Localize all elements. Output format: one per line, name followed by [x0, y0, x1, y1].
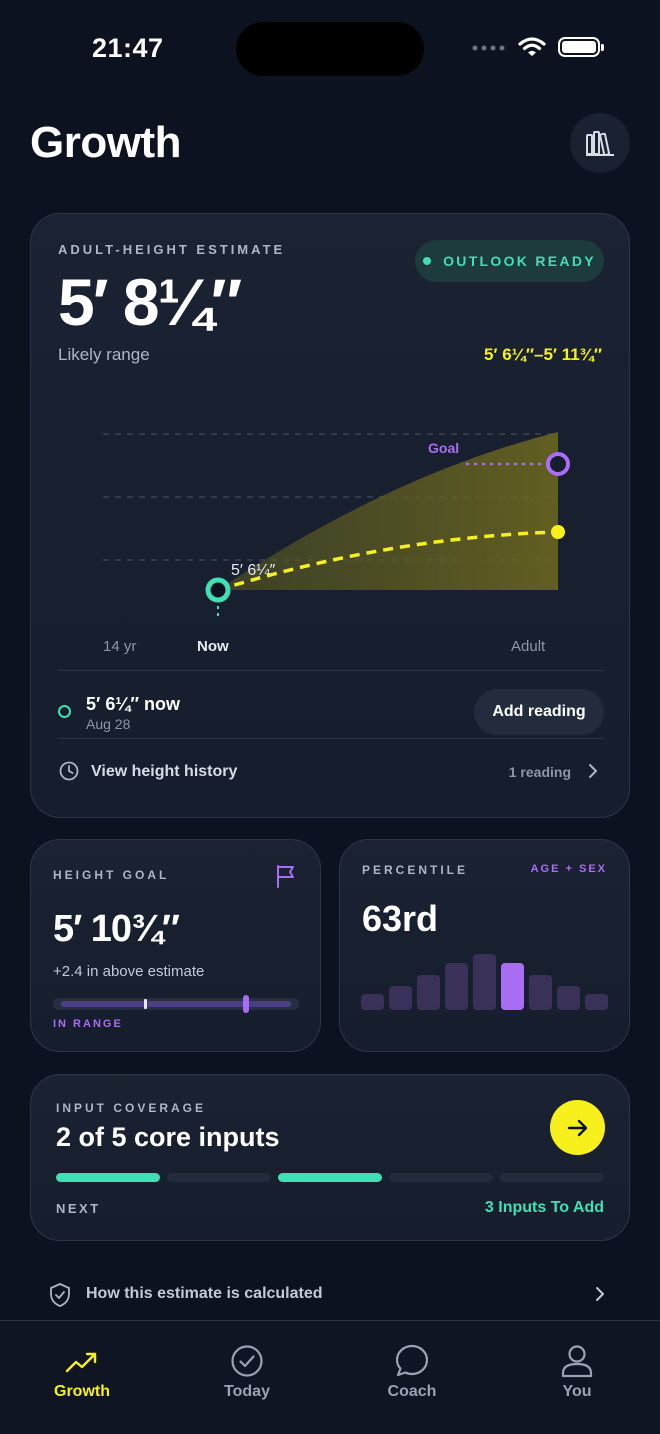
coverage-title: 2 of 5 core inputs: [56, 1122, 280, 1152]
goal-range-track: [53, 995, 299, 1013]
person-icon: [561, 1345, 593, 1378]
outlook-status-text: OUTLOOK READY: [443, 253, 596, 269]
how-calculated-link[interactable]: How this estimate is calculated: [48, 1280, 614, 1310]
percentile-bar: [501, 963, 524, 1010]
percentile-value: 63rd: [362, 898, 439, 939]
chart-gridlines: [103, 433, 558, 561]
coverage-segment: [389, 1173, 493, 1182]
now-point: [205, 577, 231, 603]
tab-growth[interactable]: Growth: [27, 1321, 137, 1434]
age-sex-tag: AGE + SEX: [530, 863, 607, 875]
page-title: Growth: [30, 118, 181, 167]
arrow-right-icon: [567, 1119, 587, 1136]
signal-icon: [472, 45, 505, 51]
likely-range-band: [218, 432, 558, 590]
percentile-card[interactable]: PERCENTILE AGE + SEX 63rd: [339, 839, 630, 1052]
estimate-eyebrow: ADULT-HEIGHT ESTIMATE: [58, 242, 286, 257]
wifi-icon: [518, 37, 546, 56]
library-icon: [586, 131, 614, 156]
tab-you[interactable]: You: [522, 1321, 632, 1434]
coverage-segment: [500, 1173, 604, 1182]
trend-up-icon: [65, 1352, 97, 1373]
how-calculated-label: How this estimate is calculated: [86, 1285, 323, 1302]
percentile-bar: [585, 994, 608, 1010]
current-reading-date: Aug 28: [86, 716, 131, 732]
x-tick-label-now: Now: [197, 638, 229, 655]
coverage-segment: [56, 1173, 160, 1182]
height-projection-chart: 5′ 6¼″ Goal: [103, 432, 570, 618]
next-label: NEXT: [56, 1201, 101, 1216]
percentile-bar: [473, 954, 496, 1010]
goal-range-band: [61, 1001, 291, 1007]
tab-label: Coach: [387, 1383, 437, 1400]
percentile-bar: [389, 986, 412, 1010]
estimate-marker: [144, 999, 147, 1009]
goal-marker: [243, 995, 249, 1013]
tab-label: You: [562, 1383, 592, 1400]
now-reading-icon: [58, 705, 71, 718]
chevron-right-icon: [596, 1287, 604, 1301]
divider: [58, 738, 604, 739]
goal-label: Goal: [428, 440, 459, 456]
input-coverage-card[interactable]: INPUT COVERAGE 2 of 5 core inputs NEXT 3…: [30, 1074, 630, 1241]
goal-range-status: IN RANGE: [53, 1018, 123, 1030]
x-tick-label: 14 yr: [103, 638, 137, 655]
clock-icon: [59, 761, 79, 781]
goal-delta: +2.4 in above estimate: [53, 963, 205, 980]
status-dot: [423, 257, 432, 265]
likely-range-label: Likely range: [58, 345, 150, 364]
now-point-label: 5′ 6¼″: [231, 562, 276, 579]
inputs-to-add-link[interactable]: 3 Inputs To Add: [484, 1199, 604, 1216]
status-time: 21:47: [92, 33, 164, 63]
goal-point: [546, 452, 570, 476]
height-goal-card[interactable]: HEIGHT GOAL 5′ 10¾″ +2.4 in above estima…: [30, 839, 321, 1052]
view-history-label: View height history: [91, 763, 238, 780]
coverage-eyebrow: INPUT COVERAGE: [56, 1101, 207, 1115]
check-circle-icon: [231, 1345, 263, 1377]
estimate-value: 5′ 8¼″: [58, 265, 242, 339]
likely-range-value: 5′ 6¼″–5′ 11¾″: [483, 345, 602, 364]
percentile-bar: [557, 986, 580, 1010]
goal-value: 5′ 10¾″: [53, 908, 180, 950]
status-icons: [472, 36, 604, 58]
percentile-bar: [417, 975, 440, 1010]
percentile-bar: [361, 994, 384, 1010]
coverage-next-button[interactable]: [550, 1100, 605, 1155]
chat-bubble-icon: [395, 1344, 429, 1377]
tab-label: Growth: [54, 1383, 110, 1400]
add-reading-button[interactable]: Add reading: [474, 689, 604, 735]
percentile-eyebrow: PERCENTILE: [362, 863, 469, 877]
divider: [58, 670, 604, 671]
shield-check-icon: [50, 1283, 70, 1307]
tab-today[interactable]: Today: [192, 1321, 302, 1434]
dynamic-island: [236, 22, 424, 76]
chevron-right-icon: [589, 764, 597, 778]
tab-coach[interactable]: Coach: [357, 1321, 467, 1434]
coverage-segment: [278, 1173, 382, 1182]
outlook-status-badge: OUTLOOK READY: [415, 240, 604, 282]
library-button[interactable]: [570, 113, 630, 173]
tab-bar: Growth Today Coach You: [0, 1320, 660, 1434]
current-reading-value: 5′ 6¼″ now: [86, 694, 180, 714]
tab-label: Today: [224, 1383, 270, 1400]
reading-count: 1 reading: [508, 764, 571, 780]
percentile-distribution: [361, 954, 610, 1010]
flag-icon: [277, 865, 294, 888]
battery-icon: [558, 37, 604, 57]
estimate-line: [217, 530, 559, 592]
coverage-segment: [167, 1173, 271, 1182]
x-tick-label-adult: Adult: [511, 638, 546, 655]
percentile-bar: [445, 963, 468, 1010]
view-history-row[interactable]: [58, 738, 604, 804]
adult-estimate-point: [551, 525, 565, 539]
goal-eyebrow: HEIGHT GOAL: [53, 868, 170, 882]
percentile-bar: [529, 975, 552, 1010]
adult-height-card: ADULT-HEIGHT ESTIMATE 5′ 8¼″ OUTLOOK REA…: [30, 213, 630, 818]
